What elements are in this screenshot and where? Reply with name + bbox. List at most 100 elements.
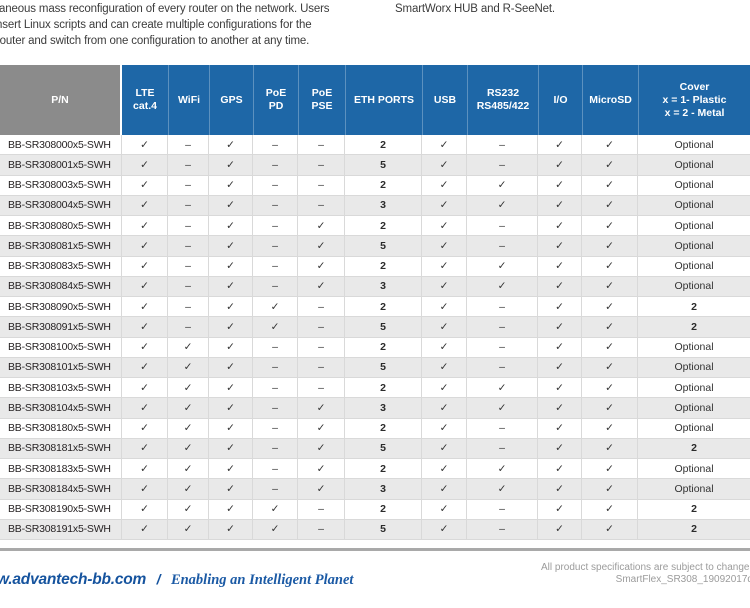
cell-pn: BB-SR308080x5-SWH — [0, 216, 122, 236]
cell-pn: BB-SR308103x5-SWH — [0, 378, 122, 398]
footer-divider — [0, 548, 750, 551]
cell-microsd: ✓ — [582, 256, 638, 276]
cell-pn: BB-SR308191x5-SWH — [0, 519, 122, 539]
cell-gps: ✓ — [209, 297, 253, 317]
table-row: BB-SR308080x5-SWH ✓ – ✓ – ✓ 2 ✓ – ✓ ✓ Optional — [0, 216, 750, 237]
cell-gps: ✓ — [209, 378, 253, 398]
cell-pn: BB-SR308084x5-SWH — [0, 276, 122, 296]
cell-cover: Optional — [674, 361, 714, 374]
advantech-website-link[interactable]: w.advantech-bb.com — [0, 571, 147, 588]
cell-poe-pse: – — [298, 317, 345, 337]
cell-rs232-rs485: – — [467, 155, 538, 175]
cell-gps: ✓ — [209, 195, 253, 215]
footer-tagline: Enabling an Intelligent Planet — [170, 572, 354, 588]
column-header-usb: USB — [422, 65, 467, 135]
cell-cover: Optional — [674, 179, 714, 192]
cell-eth-ports: 2 — [345, 216, 422, 236]
cell-pn: BB-SR308000x5-SWH — [0, 135, 122, 155]
cell-microsd: ✓ — [582, 499, 638, 519]
table-row: BB-SR308191x5-SWH ✓ ✓ ✓ ✓ –5 ✓ – ✓ ✓ 2 — [0, 519, 750, 540]
cell-usb: ✓ — [422, 216, 467, 236]
cell-io: ✓ — [538, 337, 582, 357]
cell-wifi: ✓ — [168, 519, 209, 539]
cell-poe-pse: – — [298, 499, 345, 519]
footer-notice-line1: All product specifications are subject t… — [541, 562, 750, 573]
table-row: BB-SR308101x5-SWH ✓ ✓ ✓ – –5 ✓ – ✓ ✓ Optional — [0, 357, 750, 378]
cell-poe-pd: – — [253, 276, 298, 296]
cell-rs232-rs485: ✓ — [467, 378, 538, 398]
cell-rs232-rs485: – — [467, 216, 538, 236]
column-header-gps: GPS — [209, 65, 253, 135]
cell-lte: ✓ — [122, 378, 168, 398]
cell-io: ✓ — [538, 459, 582, 479]
cell-pn: BB-SR308003x5-SWH — [0, 175, 122, 195]
table-row: BB-SR308000x5-SWH ✓ – ✓ – –2 ✓ – ✓ ✓ Optional — [0, 135, 750, 156]
cell-usb: ✓ — [422, 519, 467, 539]
cell-microsd: ✓ — [582, 236, 638, 256]
cell-pn: BB-SR308183x5-SWH — [0, 459, 122, 479]
cell-lte: ✓ — [122, 418, 168, 438]
cell-lte: ✓ — [122, 357, 168, 377]
cell-usb: ✓ — [422, 378, 467, 398]
cell-lte: ✓ — [122, 276, 168, 296]
cell-poe-pd: ✓ — [253, 317, 298, 337]
cell-lte: ✓ — [122, 459, 168, 479]
cell-lte: ✓ — [122, 155, 168, 175]
cell-wifi: – — [168, 236, 209, 256]
intro-line: nsert Linux scripts and can create multi… — [0, 19, 312, 32]
cell-poe-pd: – — [253, 398, 298, 418]
cell-usb: ✓ — [422, 459, 467, 479]
cell-microsd: ✓ — [582, 459, 638, 479]
cell-microsd: ✓ — [582, 155, 638, 175]
cell-poe-pd: – — [253, 195, 298, 215]
cell-wifi: – — [168, 256, 209, 276]
column-header-io: I/O — [538, 65, 582, 135]
intro-paragraph-left: taneous mass reconfiguration of every ro… — [0, 1, 330, 50]
cell-wifi: – — [168, 135, 209, 155]
cell-microsd: ✓ — [582, 135, 638, 155]
cell-io: ✓ — [538, 216, 582, 236]
cell-lte: ✓ — [122, 317, 168, 337]
cell-eth-ports: 5 — [345, 519, 422, 539]
cell-eth-ports: 2 — [345, 499, 422, 519]
table-row: BB-SR308004x5-SWH ✓ – ✓ – –3 ✓ ✓ ✓ ✓ Optional — [0, 195, 750, 216]
cell-gps: ✓ — [209, 438, 253, 458]
footer-slash-separator: / — [156, 571, 161, 587]
cell-poe-pse: – — [298, 378, 345, 398]
cell-poe-pse: – — [298, 155, 345, 175]
cell-usb: ✓ — [422, 276, 467, 296]
cell-io: ✓ — [538, 175, 582, 195]
cell-pn: BB-SR308091x5-SWH — [0, 317, 122, 337]
cell-poe-pse: ✓ — [298, 459, 345, 479]
cell-eth-ports: 2 — [345, 418, 422, 438]
cell-rs232-rs485: ✓ — [467, 459, 538, 479]
cell-poe-pse: ✓ — [298, 398, 345, 418]
cell-io: ✓ — [538, 357, 582, 377]
cell-gps: ✓ — [209, 155, 253, 175]
cell-cover: Optional — [674, 239, 714, 252]
cell-lte: ✓ — [122, 135, 168, 155]
cell-wifi: ✓ — [168, 378, 209, 398]
table-row: BB-SR308104x5-SWH ✓ ✓ ✓ – ✓ 3 ✓ ✓ ✓ ✓ Optional — [0, 398, 750, 419]
cell-usb: ✓ — [422, 236, 467, 256]
cell-gps: ✓ — [209, 256, 253, 276]
cell-microsd: ✓ — [582, 175, 638, 195]
cell-cover: Optional — [674, 401, 714, 414]
cell-rs232-rs485: ✓ — [467, 479, 538, 499]
cell-rs232-rs485: – — [467, 499, 538, 519]
cell-io: ✓ — [538, 479, 582, 499]
cell-pn: BB-SR308001x5-SWH — [0, 155, 122, 175]
column-header-lte: LTE cat.4 — [122, 65, 168, 135]
cell-gps: ✓ — [209, 216, 253, 236]
cell-microsd: ✓ — [582, 479, 638, 499]
column-header-eth-ports: ETH PORTS — [345, 65, 422, 135]
cell-usb: ✓ — [422, 256, 467, 276]
cell-usb: ✓ — [422, 175, 467, 195]
cell-wifi: ✓ — [168, 398, 209, 418]
cell-usb: ✓ — [422, 398, 467, 418]
cell-eth-ports: 5 — [345, 155, 422, 175]
cell-rs232-rs485: ✓ — [467, 195, 538, 215]
cell-lte: ✓ — [122, 216, 168, 236]
cell-poe-pse: – — [298, 519, 345, 539]
cell-microsd: ✓ — [582, 337, 638, 357]
